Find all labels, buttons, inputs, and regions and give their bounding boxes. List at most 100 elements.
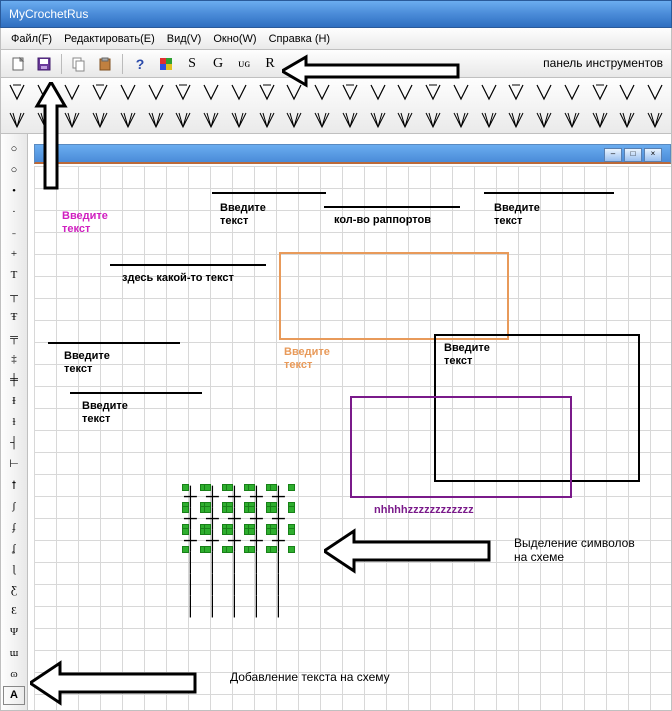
symbol-fan-icon[interactable] bbox=[115, 108, 141, 132]
symbol-fan-icon[interactable] bbox=[87, 108, 113, 132]
box-purple[interactable] bbox=[350, 396, 572, 498]
stitch-symbol[interactable]: │ bbox=[250, 552, 263, 573]
stitch-tool-button[interactable]: ┤ bbox=[3, 433, 25, 452]
stitch-symbol[interactable]: │ bbox=[250, 574, 263, 595]
text-placeholder[interactable]: Введите текст bbox=[220, 202, 266, 228]
tool-g[interactable]: G bbox=[206, 52, 230, 76]
selection-handle[interactable] bbox=[226, 506, 233, 513]
menu-file[interactable]: Файл(F) bbox=[5, 31, 58, 47]
symbol-v-icon[interactable] bbox=[143, 80, 169, 104]
stitch-tool-button[interactable]: T bbox=[3, 265, 25, 284]
symbol-v-icon[interactable] bbox=[476, 80, 502, 104]
canvas-grid[interactable]: Введите текст Введите текст кол-во раппо… bbox=[34, 166, 671, 710]
symbol-fan-icon[interactable] bbox=[226, 108, 252, 132]
text-placeholder[interactable]: Введите текст bbox=[64, 350, 110, 376]
stitch-symbol[interactable]: │ bbox=[184, 596, 197, 617]
stitch-tool-button[interactable]: Ψ bbox=[3, 623, 25, 642]
stitch-symbol[interactable]: │ bbox=[272, 596, 285, 617]
symbol-fan-icon[interactable] bbox=[365, 108, 391, 132]
stitch-tool-button[interactable]: ɭ bbox=[3, 560, 25, 579]
tool-ug[interactable]: ᴜɢ bbox=[232, 52, 256, 76]
symbol-fan-icon[interactable] bbox=[531, 108, 557, 132]
selection-handle[interactable] bbox=[288, 484, 295, 491]
selection-handle[interactable] bbox=[288, 506, 295, 513]
symbol-fan-icon[interactable] bbox=[143, 108, 169, 132]
symbol-fan-icon[interactable] bbox=[171, 108, 197, 132]
selection-handle[interactable] bbox=[226, 484, 233, 491]
stitch-tool-button[interactable]: • bbox=[3, 181, 25, 200]
stitch-symbol[interactable]: │ bbox=[250, 596, 263, 617]
symbol-fan-icon[interactable] bbox=[504, 108, 530, 132]
selection-handle[interactable] bbox=[204, 506, 211, 513]
stitch-symbol[interactable]: │ bbox=[272, 574, 285, 595]
stitch-symbol[interactable]: │ bbox=[228, 574, 241, 595]
symbol-v-icon[interactable] bbox=[4, 80, 30, 104]
symbol-v-icon[interactable] bbox=[226, 80, 252, 104]
stitch-tool-button[interactable]: ┬ bbox=[3, 286, 25, 305]
stitch-symbol[interactable]: │ bbox=[184, 574, 197, 595]
selection-handle[interactable] bbox=[204, 484, 211, 491]
stitch-symbol[interactable]: │ bbox=[206, 596, 219, 617]
symbol-fan-icon[interactable] bbox=[420, 108, 446, 132]
new-file-icon[interactable] bbox=[6, 52, 30, 76]
selection-handle[interactable] bbox=[204, 528, 211, 535]
text-placeholder[interactable]: Введите текст bbox=[494, 202, 540, 228]
symbol-v-icon[interactable] bbox=[504, 80, 530, 104]
stitch-tool-button[interactable]: ⊢ bbox=[3, 454, 25, 473]
minimize-icon[interactable]: – bbox=[604, 148, 622, 162]
maximize-icon[interactable]: □ bbox=[624, 148, 642, 162]
stitch-symbol[interactable]: │ bbox=[206, 552, 219, 573]
stitch-tool-button[interactable]: ˗ bbox=[3, 223, 25, 242]
symbol-fan-icon[interactable] bbox=[337, 108, 363, 132]
stitch-tool-button[interactable]: ʃ bbox=[3, 497, 25, 516]
stitch-tool-button[interactable]: Ɨ bbox=[3, 391, 25, 410]
symbol-v-icon[interactable] bbox=[559, 80, 585, 104]
close-icon[interactable]: × bbox=[644, 148, 662, 162]
stitch-tool-button[interactable]: Ɛ bbox=[3, 602, 25, 621]
stitch-tool-button[interactable]: ○ bbox=[3, 160, 25, 179]
symbol-v-icon[interactable] bbox=[587, 80, 613, 104]
symbol-v-icon[interactable] bbox=[615, 80, 641, 104]
stitch-tool-button[interactable]: ○ bbox=[3, 139, 25, 158]
help-icon[interactable]: ? bbox=[128, 52, 152, 76]
symbol-fan-icon[interactable] bbox=[615, 108, 641, 132]
symbol-fan-icon[interactable] bbox=[587, 108, 613, 132]
symbol-v-icon[interactable] bbox=[171, 80, 197, 104]
selection-handle[interactable] bbox=[248, 484, 255, 491]
text-placeholder[interactable]: кол-во раппортов bbox=[334, 214, 431, 227]
symbol-fan-icon[interactable] bbox=[393, 108, 419, 132]
stitch-tool-button[interactable]: + bbox=[3, 244, 25, 263]
box-orange[interactable] bbox=[279, 252, 509, 340]
symbol-v-icon[interactable] bbox=[198, 80, 224, 104]
selection-handle[interactable] bbox=[226, 528, 233, 535]
symbol-v-icon[interactable] bbox=[531, 80, 557, 104]
selection-handle[interactable] bbox=[270, 528, 277, 535]
text-placeholder[interactable]: Введите текст bbox=[82, 400, 128, 426]
selection-handle[interactable] bbox=[288, 546, 295, 553]
canvas-area[interactable]: – □ × Введите текст Введите текст кол-во… bbox=[28, 134, 672, 711]
selection-handle[interactable] bbox=[248, 506, 255, 513]
selection-handle[interactable] bbox=[270, 506, 277, 513]
symbol-fan-icon[interactable] bbox=[448, 108, 474, 132]
selection-handle[interactable] bbox=[182, 484, 189, 491]
stitch-tool-button[interactable]: Ŧ bbox=[3, 307, 25, 326]
stitch-tool-button[interactable]: ʆ bbox=[3, 539, 25, 558]
symbol-fan-icon[interactable] bbox=[476, 108, 502, 132]
symbol-v-icon[interactable] bbox=[254, 80, 280, 104]
symbol-fan-icon[interactable] bbox=[309, 108, 335, 132]
symbol-fan-icon[interactable] bbox=[198, 108, 224, 132]
stitch-tool-button[interactable]: ╤ bbox=[3, 328, 25, 347]
symbol-fan-icon[interactable] bbox=[642, 108, 668, 132]
stitch-tool-button[interactable]: · bbox=[3, 202, 25, 221]
menu-window[interactable]: Окно(W) bbox=[207, 31, 262, 47]
menu-help[interactable]: Справка (H) bbox=[263, 31, 336, 47]
stitch-symbol[interactable]: │ bbox=[272, 552, 285, 573]
symbol-fan-icon[interactable] bbox=[559, 108, 585, 132]
selection-handle[interactable] bbox=[182, 528, 189, 535]
paste-icon[interactable] bbox=[93, 52, 117, 76]
stitch-symbol[interactable]: │ bbox=[206, 574, 219, 595]
text-placeholder[interactable]: Введите текст bbox=[284, 346, 330, 372]
text-tool-button[interactable]: A bbox=[3, 686, 25, 705]
text-placeholder[interactable]: Введите текст bbox=[62, 210, 108, 236]
stitch-tool-button[interactable]: ɯ bbox=[3, 644, 25, 663]
